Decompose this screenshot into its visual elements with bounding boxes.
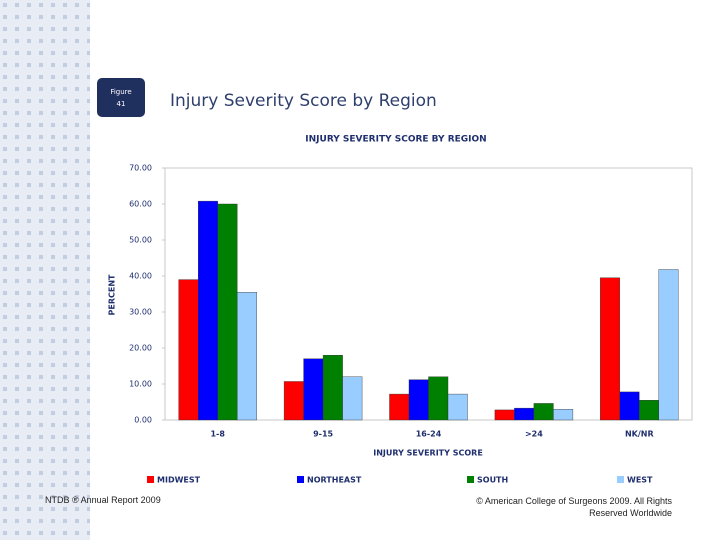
- bar: [553, 409, 574, 421]
- legend-label: NORTHEAST: [307, 476, 362, 485]
- side-dots: [0, 0, 90, 540]
- y-tick-label: 60.00: [129, 200, 152, 209]
- figure-number: 41: [117, 100, 126, 108]
- y-tick-label: 20.00: [129, 344, 152, 353]
- chart-title: INJURY SEVERITY SCORE BY REGION: [305, 135, 486, 145]
- y-tick-label: 0.00: [134, 416, 152, 425]
- bar: [408, 379, 429, 421]
- y-tick-label: 10.00: [129, 380, 152, 389]
- bar: [514, 407, 535, 421]
- bar: [619, 391, 640, 421]
- bar: [197, 200, 218, 421]
- footer-right: © American College of Surgeons 2009. All…: [476, 496, 672, 518]
- bar: [283, 381, 304, 421]
- bar: [236, 292, 257, 421]
- legend-swatch: [617, 476, 624, 483]
- bar: [447, 393, 468, 421]
- legend-swatch: [147, 476, 154, 483]
- x-tick-label: 16-24: [416, 430, 442, 439]
- bar: [303, 358, 324, 421]
- bar: [342, 376, 363, 421]
- legend-swatch: [297, 476, 304, 483]
- y-tick-label: 50.00: [129, 236, 152, 245]
- bar: [389, 393, 410, 421]
- figure-label: Figure: [110, 88, 131, 96]
- bar: [639, 400, 659, 421]
- legend-swatch: [467, 476, 474, 483]
- x-tick-label: >24: [525, 430, 543, 439]
- bar: [428, 376, 449, 421]
- bar: [658, 269, 679, 421]
- x-tick-label: NK/NR: [625, 430, 654, 439]
- y-tick-label: 30.00: [129, 308, 152, 317]
- y-axis-label: PERCENT: [108, 274, 117, 316]
- bar: [322, 355, 343, 421]
- bar: [217, 203, 238, 421]
- x-tick-label: 1-8: [210, 430, 225, 439]
- legend-label: MIDWEST: [157, 476, 201, 485]
- y-tick-label: 70.00: [129, 164, 152, 173]
- x-axis-label: INJURY SEVERITY SCORE: [373, 449, 483, 458]
- footer-left: NTDB ® Annual Report 2009: [45, 495, 161, 505]
- heading: Injury Severity Score by Region: [170, 91, 437, 111]
- figure-badge: [97, 78, 145, 117]
- bar: [494, 409, 515, 421]
- bar: [533, 403, 554, 421]
- bar: [178, 279, 199, 421]
- legend-label: SOUTH: [477, 476, 508, 485]
- y-tick-label: 40.00: [129, 272, 152, 281]
- bar: [600, 277, 620, 421]
- legend-label: WEST: [627, 476, 653, 485]
- x-tick-label: 9-15: [313, 430, 333, 439]
